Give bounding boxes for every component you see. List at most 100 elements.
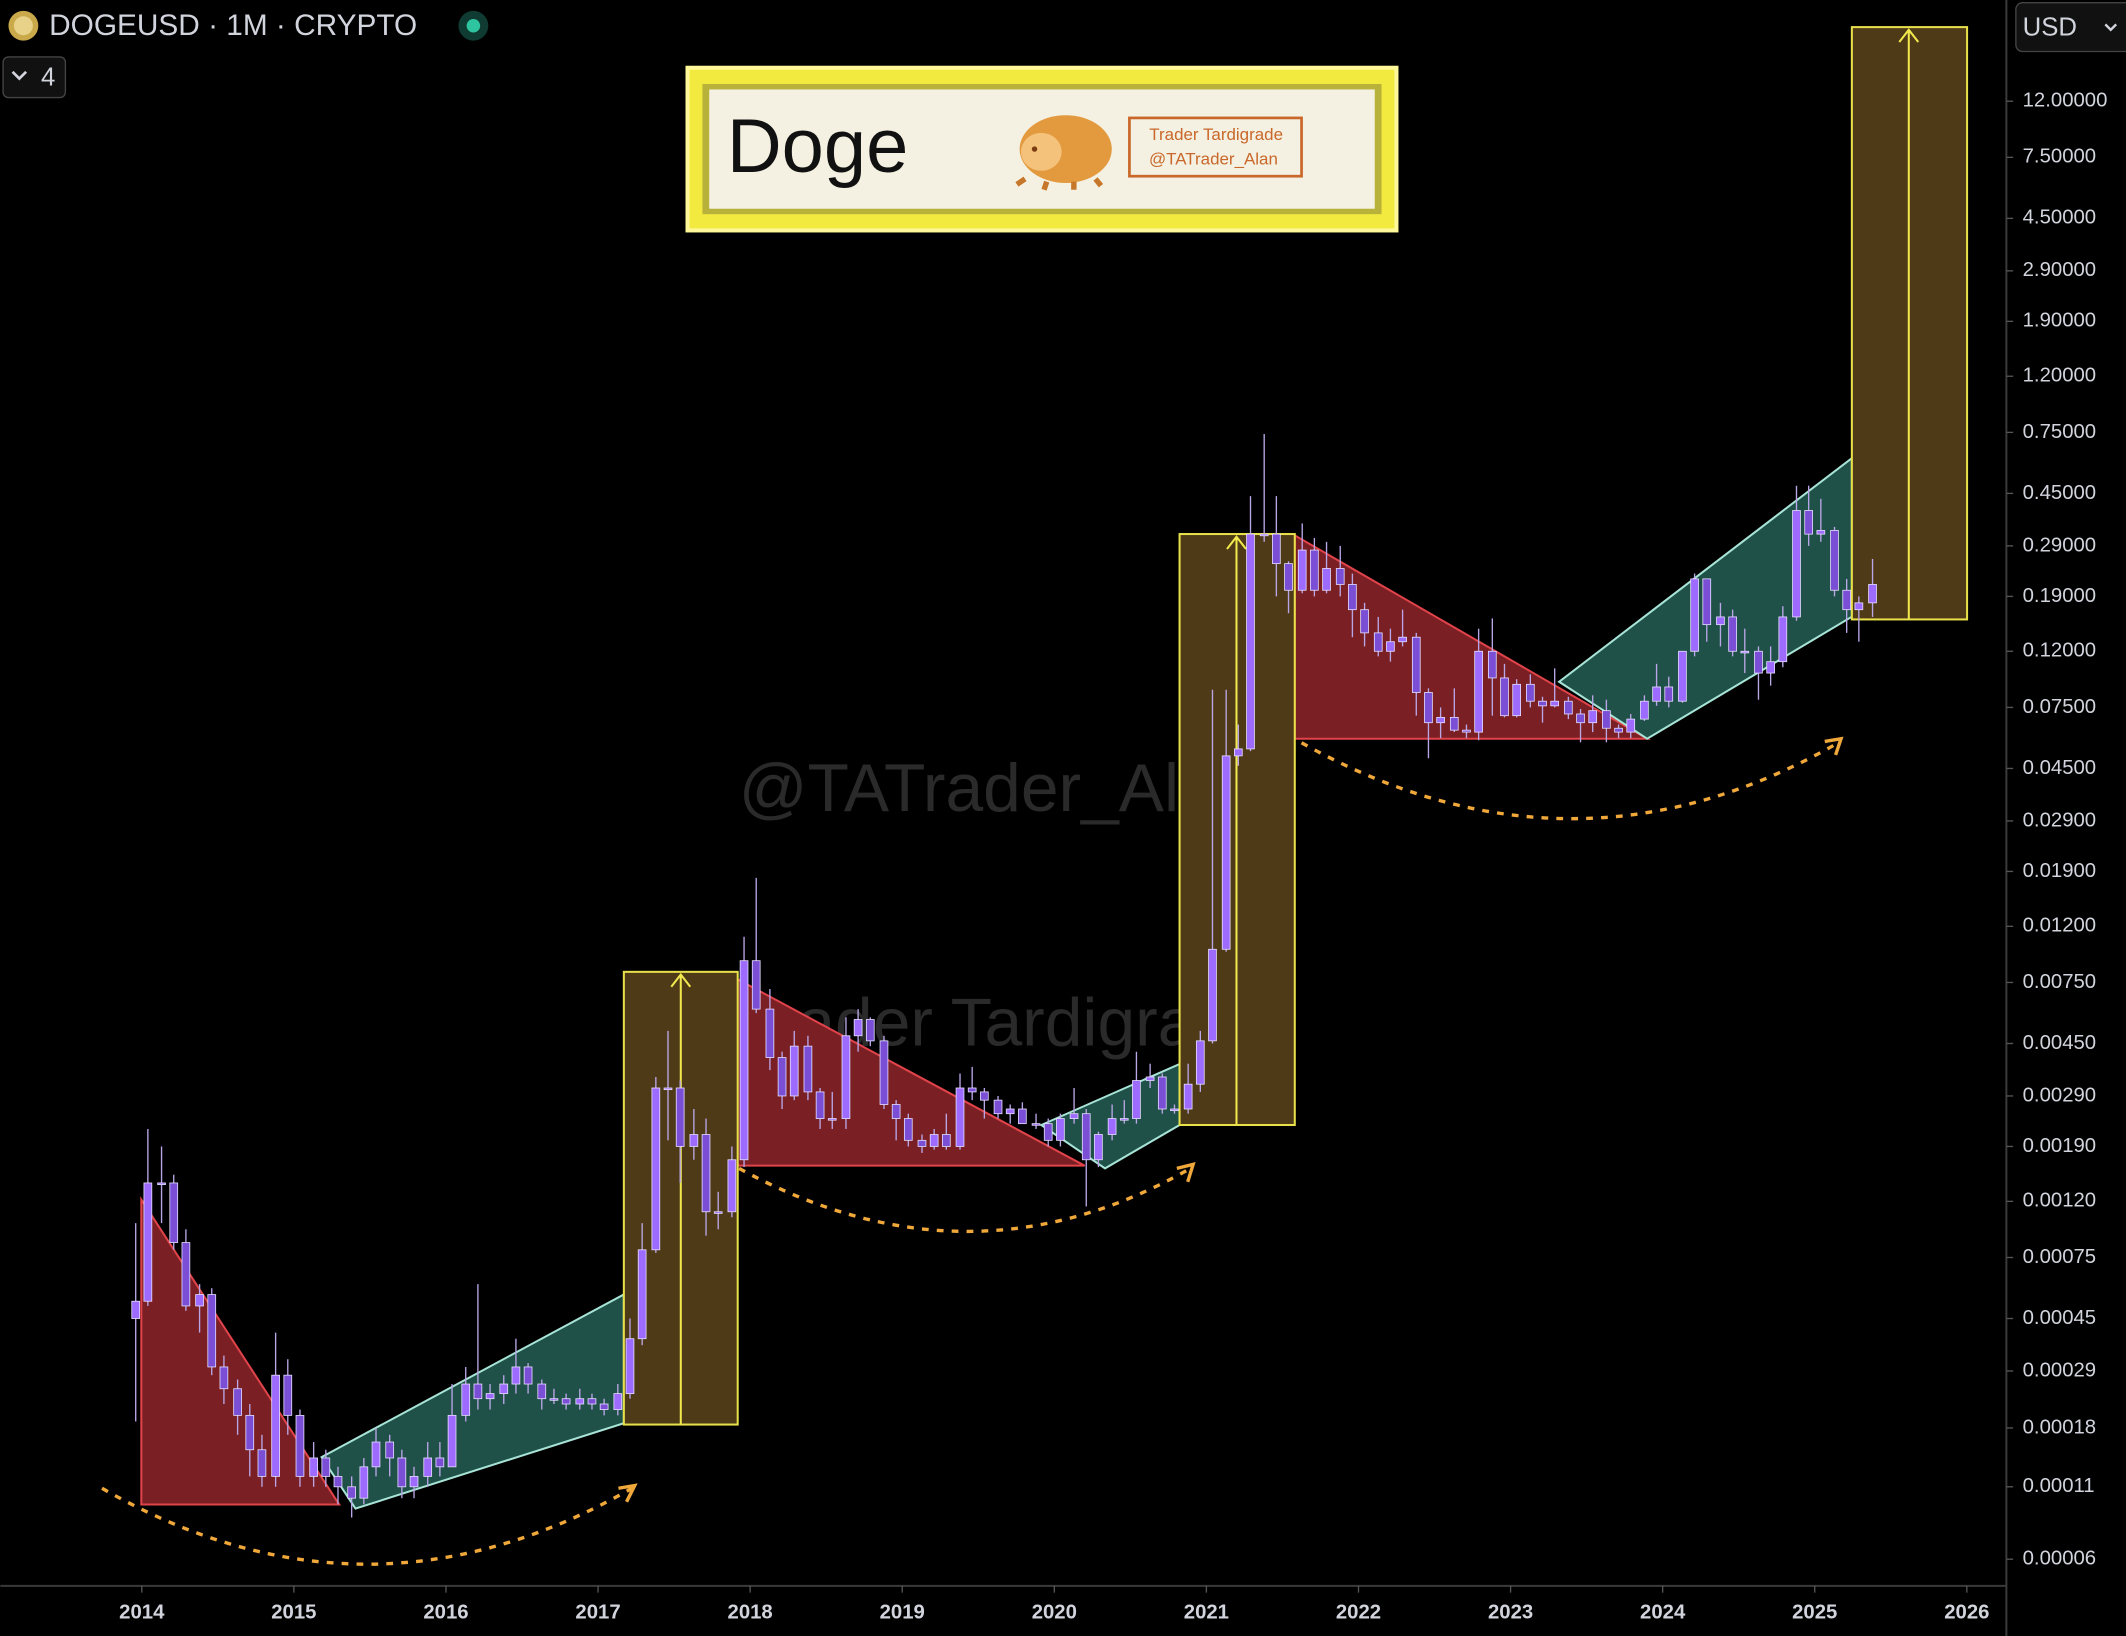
candle-body — [1690, 578, 1699, 652]
candle-body — [993, 1099, 1003, 1115]
y-tick-label: 0.01900 — [2023, 860, 2096, 882]
candle-body — [1716, 616, 1725, 626]
candle-body — [447, 1414, 457, 1468]
x-tick-label: 2018 — [728, 1601, 773, 1623]
candle-body — [701, 1134, 711, 1213]
candle-body — [435, 1457, 445, 1468]
candle-body — [1221, 755, 1231, 950]
logo-legs — [1015, 176, 1104, 191]
candle-body — [803, 1045, 813, 1093]
candle-body — [1512, 683, 1521, 717]
currency-label: USD — [2023, 13, 2077, 41]
author-box — [1128, 116, 1303, 178]
candle-body — [409, 1475, 419, 1488]
cycle-arc — [1300, 741, 1840, 821]
candle-body — [1246, 533, 1255, 750]
target-arrow — [670, 972, 692, 1425]
candle-body — [1132, 1080, 1141, 1119]
candle-body — [1538, 700, 1547, 707]
y-tick-label: 0.07500 — [2023, 696, 2096, 718]
candle-body — [359, 1466, 369, 1499]
arrow-head — [1176, 1161, 1196, 1183]
candle-body — [599, 1403, 609, 1410]
y-tick-label: 4.50000 — [2023, 207, 2096, 229]
y-tick-label: 0.00190 — [2023, 1135, 2096, 1157]
indicator-toggle[interactable] — [2, 56, 67, 99]
x-tick-label: 2026 — [1944, 1601, 1989, 1623]
candle-body — [1664, 686, 1674, 702]
candle-body — [1868, 584, 1877, 604]
y-tick-label: 0.00011 — [2023, 1475, 2095, 1497]
candle-body — [815, 1091, 825, 1119]
candle-body — [537, 1383, 547, 1400]
candle-body — [499, 1383, 509, 1395]
x-tick-label: 2019 — [880, 1601, 925, 1623]
candle-body — [1335, 568, 1345, 585]
candle-body — [257, 1449, 267, 1477]
x-tick-label: 2022 — [1336, 1601, 1381, 1623]
candle-body — [143, 1182, 153, 1302]
candle-body — [549, 1398, 559, 1401]
candle-body — [1500, 677, 1509, 717]
candle-body — [751, 960, 761, 1010]
candle-body — [523, 1366, 533, 1385]
candle-body — [727, 1159, 737, 1213]
y-tick-label: 0.75000 — [2023, 421, 2096, 443]
candle-body — [879, 1040, 889, 1105]
cycle-arc — [738, 1166, 1192, 1233]
candle-body — [561, 1398, 571, 1405]
candle-body — [1297, 549, 1307, 591]
logo-head — [1020, 132, 1062, 171]
candle-body — [1145, 1076, 1155, 1081]
y-tick-label: 1.90000 — [2023, 310, 2096, 332]
candle-body — [1766, 661, 1775, 674]
candle-body — [1386, 641, 1395, 652]
candle-body — [625, 1338, 635, 1395]
candle-body — [195, 1294, 204, 1307]
author-name: Trader Tardigrade — [1149, 125, 1283, 144]
annotations — [101, 26, 1969, 1566]
candle-body — [777, 1057, 787, 1097]
x-tick-label: 2014 — [119, 1601, 165, 1623]
candle-body — [423, 1457, 433, 1477]
candle-body — [1322, 568, 1331, 591]
candle-body — [980, 1091, 989, 1101]
x-tick-label: 2024 — [1640, 1601, 1686, 1623]
candle-body — [955, 1087, 965, 1147]
candle-body — [1081, 1113, 1091, 1161]
candle-body — [1018, 1108, 1027, 1125]
cycle-arcs — [101, 736, 1844, 1566]
candle-body — [1614, 727, 1623, 733]
candle-body — [1754, 650, 1763, 674]
y-tick-label: 0.00006 — [2023, 1548, 2096, 1570]
candle-body — [1462, 729, 1471, 733]
candle-body — [1740, 650, 1750, 654]
watermark: @TATrader_Alan — [739, 751, 1255, 826]
candle-body — [1373, 632, 1383, 652]
y-tick-label: 0.00120 — [2023, 1190, 2096, 1212]
candle-body — [1195, 1040, 1205, 1085]
candle-body — [1234, 748, 1243, 757]
candle-body — [891, 1104, 901, 1119]
candle-body — [1830, 530, 1839, 591]
x-tick-label: 2025 — [1792, 1601, 1837, 1623]
candle-body — [1094, 1134, 1103, 1161]
banner: Doge Trader Tardigrade @TATrader_Alan — [685, 65, 1399, 233]
candle-body — [1398, 636, 1407, 643]
candle-body — [929, 1134, 939, 1147]
y-tick-label: 7.50000 — [2023, 146, 2096, 168]
candle-body — [713, 1211, 723, 1214]
candle-body — [1474, 650, 1483, 733]
candle-body — [663, 1087, 673, 1091]
indicator-count: 4 — [41, 63, 55, 91]
y-tick-label: 0.00450 — [2023, 1032, 2096, 1054]
chevron-icon — [2104, 23, 2118, 32]
candle-body — [1424, 692, 1433, 724]
candle-body — [853, 1019, 863, 1037]
currency-button[interactable] — [2015, 2, 2126, 53]
candles — [131, 433, 1877, 1518]
candle-body — [1804, 510, 1813, 535]
candle-body — [333, 1475, 343, 1488]
